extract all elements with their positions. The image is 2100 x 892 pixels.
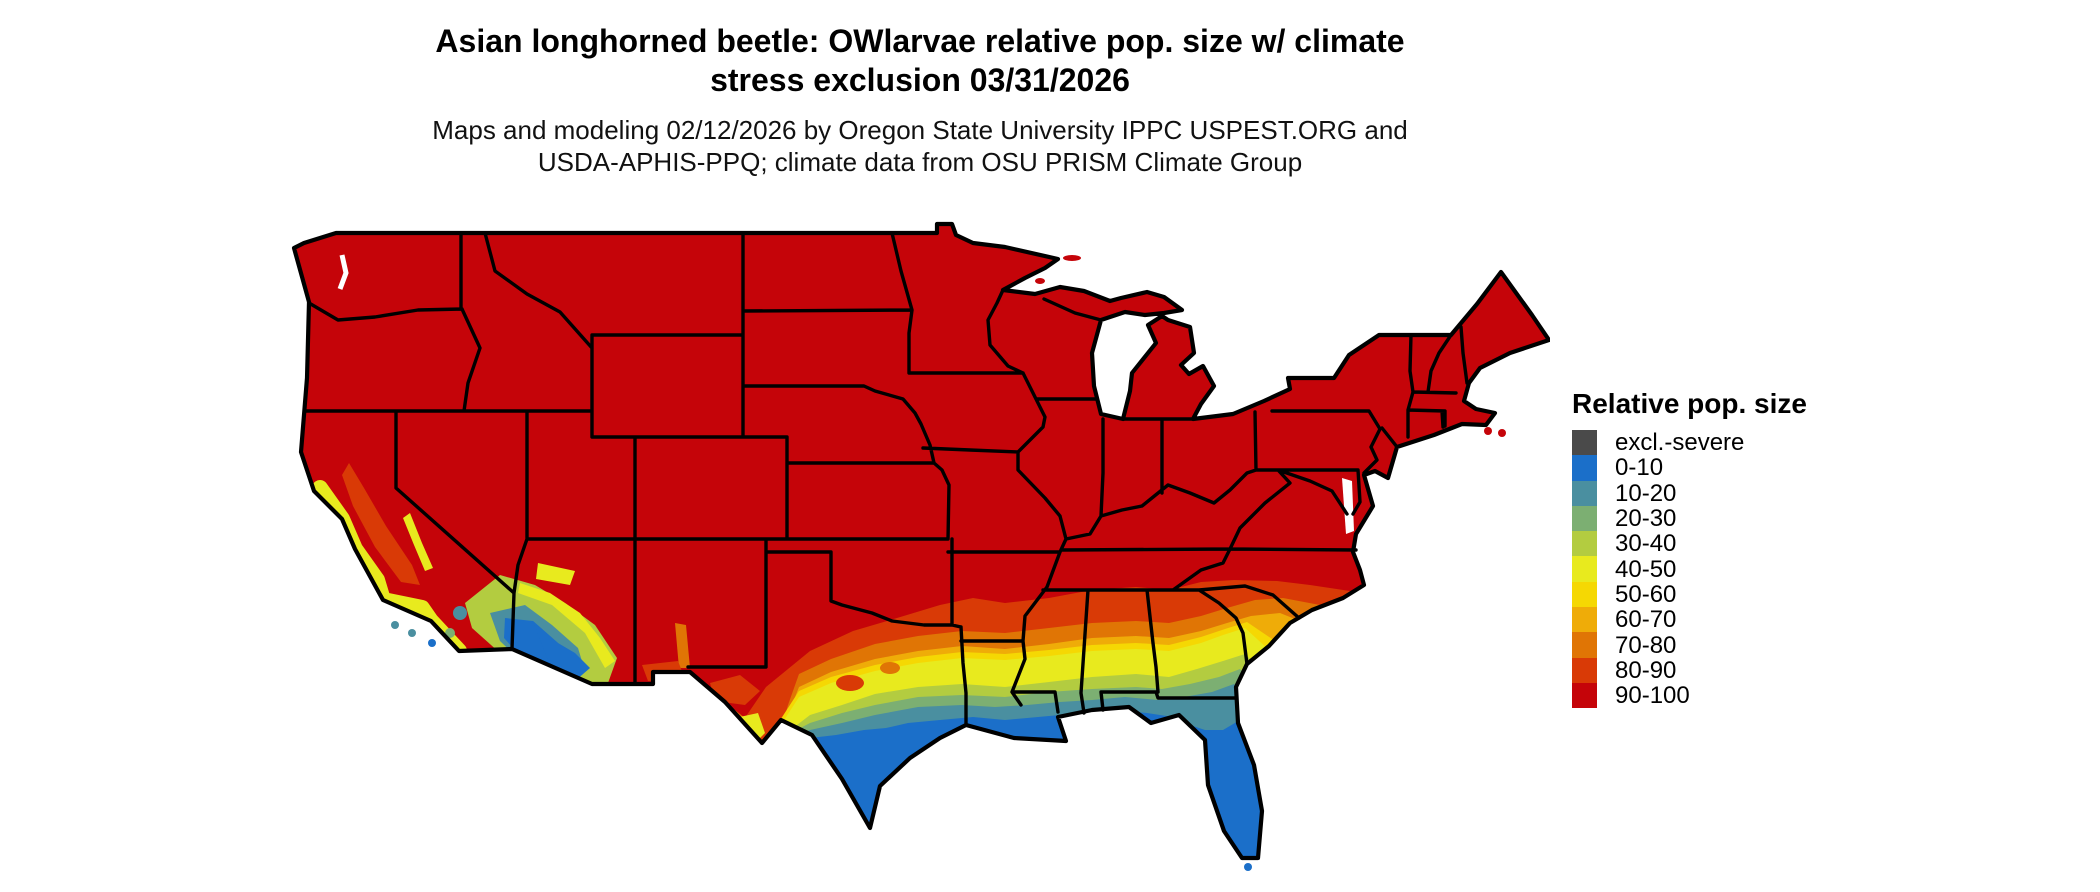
legend-title: Relative pop. size <box>1572 388 1807 419</box>
patch-az-blue-2 <box>533 621 590 681</box>
legend-swatch <box>1572 657 1597 683</box>
puget-sound-water <box>337 254 349 290</box>
legend-item: 60-70 <box>1572 606 1807 634</box>
legend-swatch <box>1572 682 1597 709</box>
marthas-vineyard <box>1484 427 1492 435</box>
subtitle-line2: USDA-APHIS-PPQ; climate data from OSU PR… <box>537 147 1303 177</box>
legend-label: 20-30 <box>1615 505 1677 533</box>
legend-item: 0-10 <box>1572 454 1807 482</box>
patch-mogollon-yellow <box>518 583 615 668</box>
legend-item: excl.-severe <box>1572 429 1807 457</box>
legend-item: 50-60 <box>1572 580 1807 608</box>
channel-island-1 <box>391 621 399 629</box>
legend-swatch <box>1572 480 1597 506</box>
legend-swatch <box>1572 581 1597 608</box>
legend-swatch <box>1572 455 1597 481</box>
patch-nw-az-yellow <box>536 563 575 585</box>
legend-item: 10-20 <box>1572 479 1807 507</box>
channel-island-2 <box>408 629 416 637</box>
fill-base-90-100 <box>294 224 1549 858</box>
legend-label: 40-50 <box>1615 555 1677 583</box>
isle-royale <box>1063 255 1081 261</box>
figure-subtitle: Maps and modeling 02/12/2026 by Oregon S… <box>290 114 1550 178</box>
legend-label: 10-20 <box>1615 479 1677 507</box>
patch-ca-teal-dot <box>453 606 467 620</box>
florida-keys <box>1244 863 1252 871</box>
us-map <box>290 213 1550 873</box>
patch-ca-green-dot <box>445 628 455 638</box>
legend-swatch <box>1572 632 1597 658</box>
legend-item: 20-30 <box>1572 505 1807 533</box>
figure-header: Asian longhorned beetle: OWlarvae relati… <box>290 22 1550 178</box>
legend-label: 90-100 <box>1615 682 1690 710</box>
map-fill-layers <box>294 224 1549 858</box>
nantucket <box>1498 429 1506 437</box>
patch-edwards-plateau-spot <box>836 675 864 691</box>
legend-label: 0-10 <box>1615 454 1664 482</box>
legend-label: 50-60 <box>1615 580 1677 608</box>
legend-item: 80-90 <box>1572 656 1807 684</box>
us-map-svg <box>291 221 1550 871</box>
legend-label: excl.-severe <box>1615 429 1745 457</box>
legend-item: 90-100 <box>1572 682 1807 710</box>
legend-label: 70-80 <box>1615 631 1677 659</box>
chesapeake-bay-water <box>1342 478 1354 534</box>
legend-label: 30-40 <box>1615 530 1677 558</box>
legend-swatch <box>1572 556 1597 582</box>
legend-item: 30-40 <box>1572 530 1807 558</box>
legend-swatch <box>1572 505 1597 532</box>
legend-rows: excl.-severe 0-10 10-20 20-30 30-40 40-50 50-6… <box>1572 429 1807 710</box>
patch-central-tx-spot <box>880 662 900 674</box>
legend-label: 60-70 <box>1615 606 1677 634</box>
apostle-islands <box>1035 278 1045 284</box>
patch-central-valley <box>342 463 420 585</box>
page-title-line1: Asian longhorned beetle: OWlarvae relati… <box>435 23 1405 59</box>
state-borders <box>303 231 1469 727</box>
page-title-line2: stress exclusion 03/31/2026 <box>710 62 1130 98</box>
patch-nm-riogrande-orange <box>675 623 690 668</box>
legend-item: 70-80 <box>1572 631 1807 659</box>
patch-sierra-yellow <box>403 513 433 571</box>
us-outline <box>291 221 1550 861</box>
legend-label: 80-90 <box>1615 656 1677 684</box>
legend-swatch <box>1572 430 1597 456</box>
legend: Relative pop. size excl.-severe 0-10 10-20… <box>1572 388 1807 710</box>
channel-island-3 <box>428 639 436 647</box>
legend-swatch <box>1572 607 1597 633</box>
legend-swatch <box>1572 531 1597 557</box>
subtitle-line1: Maps and modeling 02/12/2026 by Oregon S… <box>432 115 1408 145</box>
legend-item: 40-50 <box>1572 555 1807 583</box>
